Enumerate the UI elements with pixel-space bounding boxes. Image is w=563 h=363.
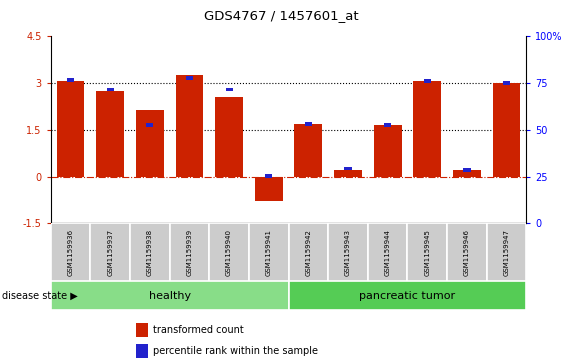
Bar — [57, 81, 84, 176]
Bar — [368, 223, 408, 281]
Bar — [255, 176, 283, 201]
Bar — [503, 81, 510, 85]
Text: GSM1159938: GSM1159938 — [147, 229, 153, 276]
Text: GSM1159939: GSM1159939 — [186, 229, 193, 276]
Bar — [305, 122, 312, 126]
Bar — [67, 78, 74, 82]
Text: GSM1159944: GSM1159944 — [385, 229, 391, 276]
Bar — [186, 76, 193, 80]
Bar — [51, 223, 90, 281]
Bar — [447, 223, 487, 281]
Bar — [413, 81, 441, 176]
Text: healthy: healthy — [149, 291, 191, 301]
Bar — [424, 79, 431, 83]
Bar — [96, 91, 124, 176]
Bar — [384, 123, 391, 127]
Bar — [487, 223, 526, 281]
Bar — [209, 223, 249, 281]
Bar — [493, 83, 520, 176]
Bar — [130, 223, 169, 281]
Text: GDS4767 / 1457601_at: GDS4767 / 1457601_at — [204, 9, 359, 22]
Text: GSM1159937: GSM1159937 — [107, 229, 113, 276]
Bar — [136, 344, 148, 358]
Bar — [136, 110, 164, 176]
Text: GSM1159946: GSM1159946 — [464, 229, 470, 276]
Bar — [215, 97, 243, 176]
Bar — [136, 323, 148, 337]
Bar — [106, 88, 114, 91]
Bar — [463, 168, 471, 172]
Text: GSM1159941: GSM1159941 — [266, 229, 272, 276]
Text: GSM1159936: GSM1159936 — [68, 229, 74, 276]
Text: GSM1159940: GSM1159940 — [226, 229, 232, 276]
Bar — [249, 223, 288, 281]
Bar — [288, 223, 328, 281]
Bar — [176, 75, 203, 176]
Bar — [453, 170, 481, 176]
Bar — [374, 125, 401, 176]
Bar — [146, 123, 153, 127]
Bar — [345, 167, 351, 170]
Bar — [328, 223, 368, 281]
Bar — [334, 170, 362, 176]
Text: transformed count: transformed count — [153, 325, 244, 335]
Bar — [408, 223, 447, 281]
Bar — [288, 281, 526, 310]
Text: disease state ▶: disease state ▶ — [2, 291, 78, 301]
Text: GSM1159943: GSM1159943 — [345, 229, 351, 276]
Bar — [294, 123, 322, 176]
Bar — [169, 223, 209, 281]
Text: GSM1159942: GSM1159942 — [305, 229, 311, 276]
Bar — [51, 281, 288, 310]
Text: percentile rank within the sample: percentile rank within the sample — [153, 346, 318, 356]
Text: pancreatic tumor: pancreatic tumor — [359, 291, 455, 301]
Text: GSM1159945: GSM1159945 — [425, 229, 430, 276]
Bar — [90, 223, 130, 281]
Bar — [226, 88, 233, 91]
Text: GSM1159947: GSM1159947 — [503, 229, 510, 276]
Bar — [265, 174, 272, 178]
